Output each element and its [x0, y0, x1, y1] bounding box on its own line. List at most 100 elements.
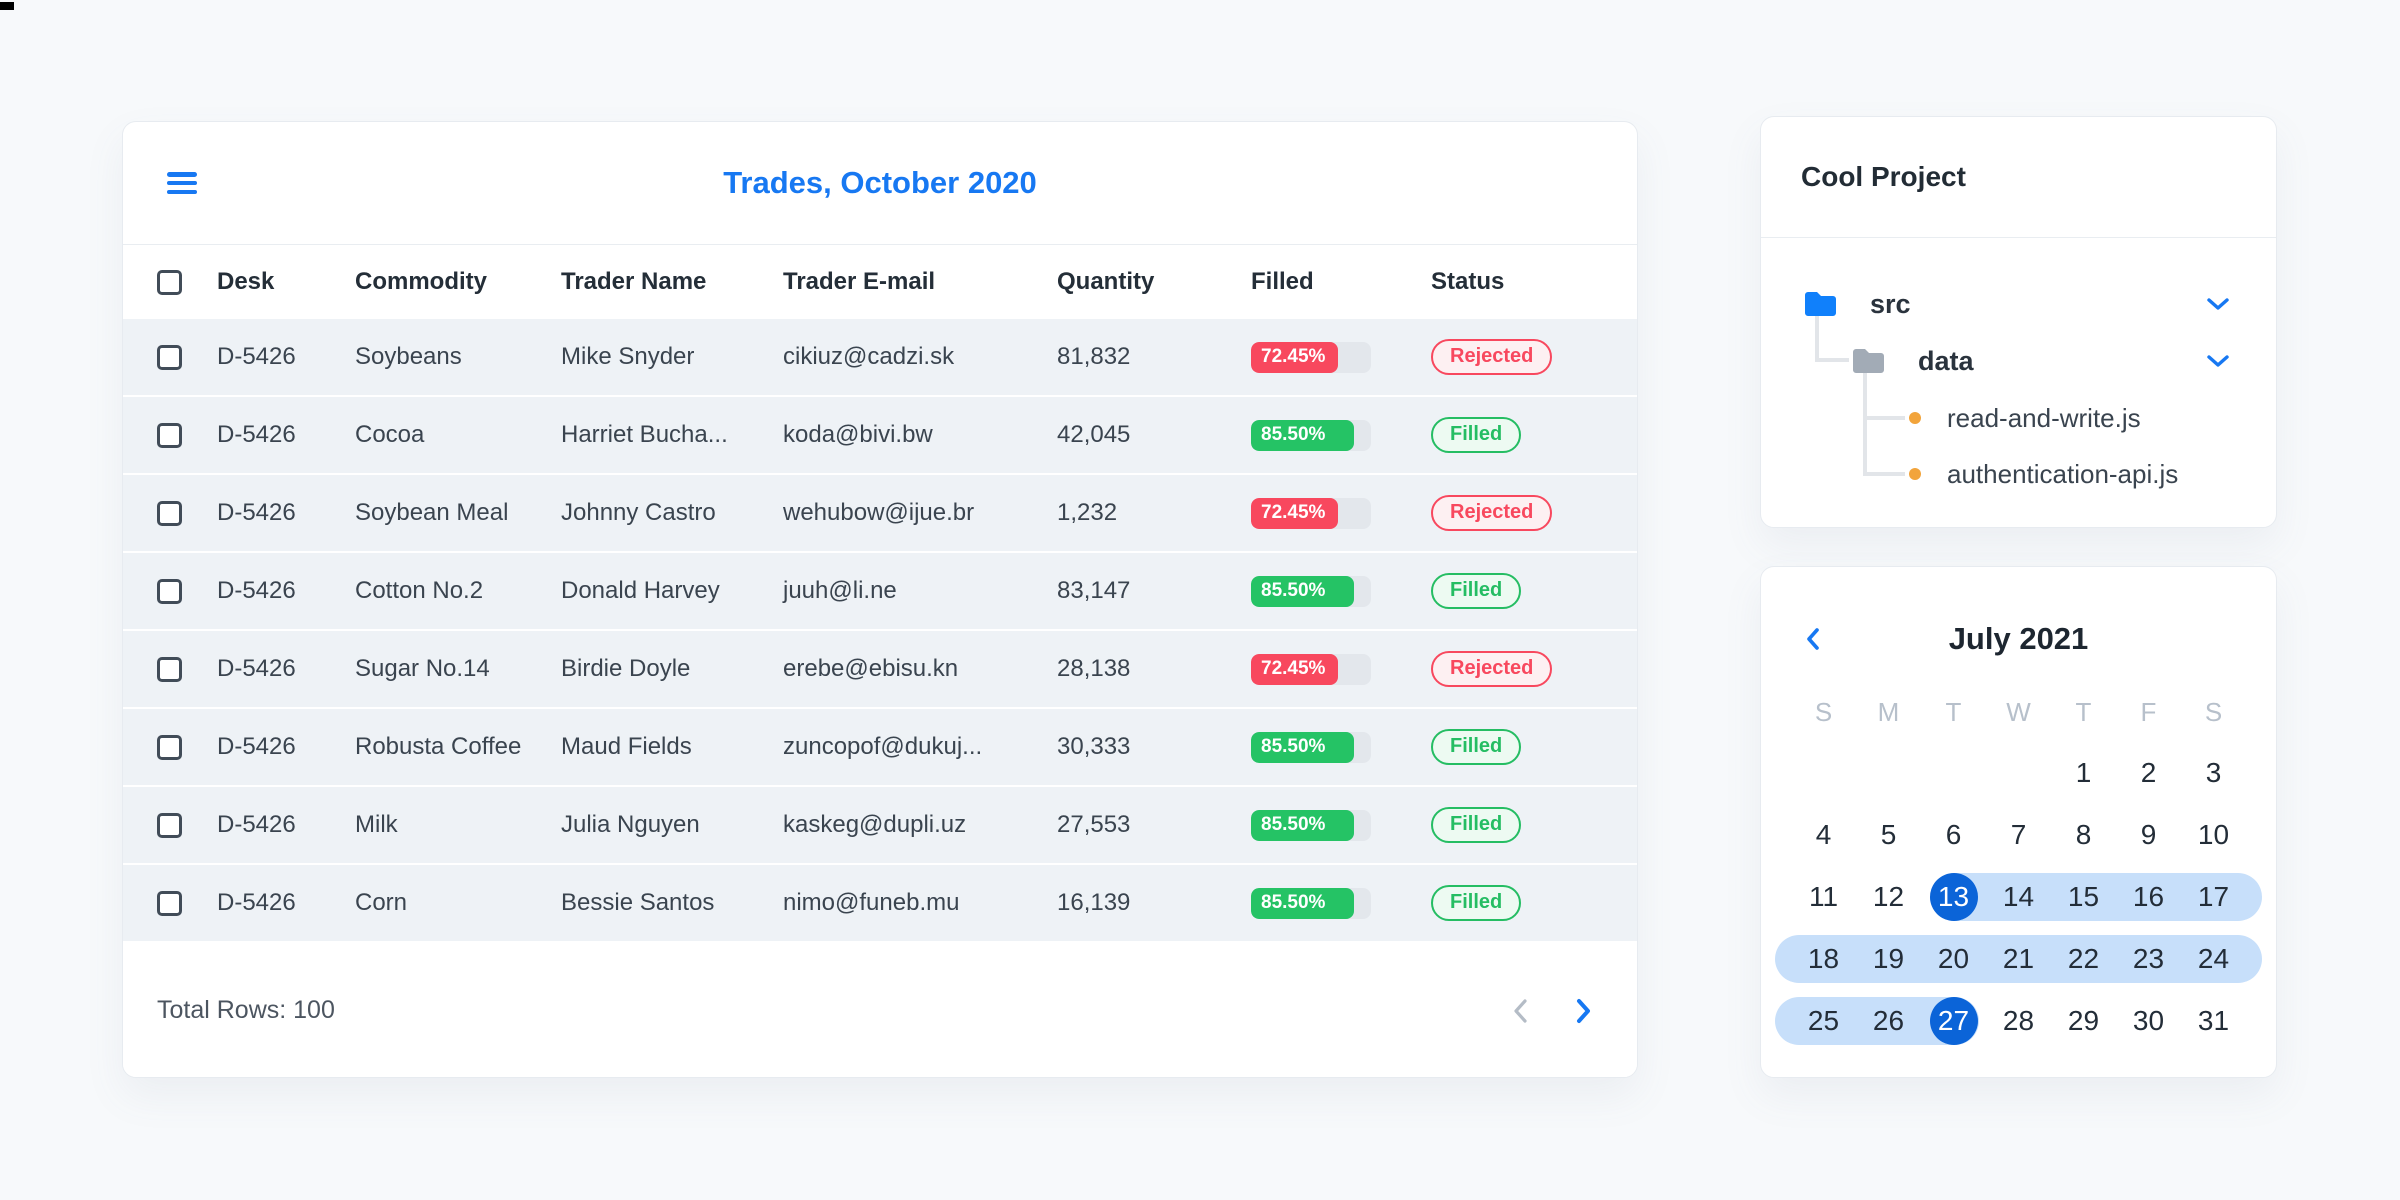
- cell-desk: D-5426: [217, 889, 296, 916]
- file-name: authentication-api.js: [1947, 458, 2179, 489]
- cell-commodity: Robusta Coffee: [355, 733, 522, 760]
- filled-percent: 85.50%: [1261, 736, 1326, 757]
- dow-label: T: [2075, 697, 2092, 727]
- calendar-grid: 1 2 3 4 5 6 7 8 9 10 11 12 13 14 15 16 1…: [1775, 742, 2262, 1052]
- calendar-day[interactable]: 18: [1807, 943, 1840, 974]
- row-checkbox[interactable]: [157, 656, 182, 682]
- row-checkbox[interactable]: [157, 578, 182, 604]
- calendar-day[interactable]: 24: [2197, 943, 2230, 974]
- row-checkbox[interactable]: [157, 344, 182, 370]
- calendar-day[interactable]: 1: [2075, 757, 2092, 788]
- row-checkbox[interactable]: [157, 734, 182, 760]
- calendar-card: July 2021 S M T W T F S 1 2 3 4 5 6 7 8 …: [1760, 566, 2277, 1078]
- status-badge: Rejected: [1431, 339, 1553, 375]
- column-header-filled: Filled: [1251, 268, 1314, 295]
- cell-commodity: Soybean Meal: [355, 499, 509, 526]
- calendar-day[interactable]: 4: [1815, 819, 1832, 850]
- tree-item-file[interactable]: read-and-write.js: [1909, 396, 2276, 440]
- calendar-day[interactable]: 20: [1937, 943, 1970, 974]
- tree-item-label: data: [1918, 345, 1974, 376]
- calendar-day[interactable]: 11: [1808, 881, 1839, 912]
- cell-desk: D-5426: [217, 811, 296, 838]
- select-all-checkbox[interactable]: [157, 269, 182, 295]
- tree-item-data[interactable]: data: [1761, 339, 2276, 383]
- calendar-day[interactable]: 29: [2067, 1005, 2100, 1036]
- prev-page-chevron-left-icon[interactable]: [1507, 998, 1533, 1024]
- calendar-day[interactable]: 8: [2075, 819, 2092, 850]
- row-checkbox[interactable]: [157, 812, 182, 838]
- cell-desk: D-5426: [217, 343, 296, 370]
- previous-month-chevron-left-icon[interactable]: [1805, 627, 1820, 651]
- filled-progress-bar: 85.50%: [1251, 731, 1371, 763]
- chevron-down-icon[interactable]: [2206, 297, 2230, 311]
- status-badge: Filled: [1431, 573, 1522, 609]
- file-dot-icon: [1909, 468, 1921, 480]
- tree-connector: [1863, 416, 1905, 420]
- cell-trader-name: Bessie Santos: [561, 889, 715, 916]
- cell-trader-email: erebe@ebisu.kn: [783, 655, 959, 682]
- status-badge: Filled: [1431, 729, 1522, 765]
- cell-trader-email: koda@bivi.bw: [783, 421, 933, 448]
- cell-quantity: 16,139: [1057, 889, 1131, 916]
- calendar-day[interactable]: 15: [2067, 881, 2100, 912]
- cell-trader-name: Harriet Bucha...: [561, 421, 728, 448]
- folder-icon: [1805, 292, 1836, 316]
- filled-progress-bar: 85.50%: [1251, 887, 1371, 919]
- calendar-week: 4 5 6 7 8 9 10: [1791, 804, 2246, 866]
- calendar-day-range-end[interactable]: 27: [1937, 1005, 1970, 1036]
- cell-commodity: Soybeans: [355, 343, 462, 370]
- filled-progress-bar: 72.45%: [1251, 653, 1371, 685]
- cell-desk: D-5426: [217, 577, 296, 604]
- row-checkbox[interactable]: [157, 890, 182, 916]
- cell-trader-email: cikiuz@cadzi.sk: [783, 343, 955, 370]
- status-badge: Filled: [1431, 417, 1522, 453]
- calendar-day[interactable]: 28: [2002, 1005, 2035, 1036]
- cell-trader-name: Johnny Castro: [561, 499, 716, 526]
- calendar-day[interactable]: 22: [2067, 943, 2100, 974]
- calendar-day[interactable]: 5: [1880, 819, 1897, 850]
- calendar-day[interactable]: 17: [2197, 881, 2230, 912]
- project-title: Cool Project: [1801, 161, 1966, 192]
- calendar-day[interactable]: 26: [1872, 1005, 1905, 1036]
- calendar-day[interactable]: 25: [1807, 1005, 1840, 1036]
- calendar-day[interactable]: 3: [2205, 757, 2222, 788]
- tree-item-file[interactable]: authentication-api.js: [1909, 452, 2276, 496]
- calendar-day[interactable]: 14: [2002, 881, 2035, 912]
- row-checkbox[interactable]: [157, 422, 182, 448]
- cell-trader-name: Donald Harvey: [561, 577, 720, 604]
- filled-progress-bar: 85.50%: [1251, 809, 1371, 841]
- table-row: D-5426 Soybeans Mike Snyder cikiuz@cadzi…: [123, 319, 1637, 397]
- table-row: D-5426 Sugar No.14 Birdie Doyle erebe@eb…: [123, 631, 1637, 709]
- table-row: D-5426 Cotton No.2 Donald Harvey juuh@li…: [123, 553, 1637, 631]
- filled-percent: 85.50%: [1261, 814, 1326, 835]
- calendar-day[interactable]: 21: [2002, 943, 2035, 974]
- calendar-day[interactable]: 30: [2132, 1005, 2165, 1036]
- calendar-day[interactable]: 31: [2197, 1005, 2230, 1036]
- hamburger-menu-icon[interactable]: [167, 172, 197, 194]
- tree-connector: [1815, 313, 1819, 362]
- cell-trader-name: Birdie Doyle: [561, 655, 691, 682]
- calendar-week: 1 2 3: [1791, 742, 2246, 804]
- calendar-day[interactable]: 16: [2132, 881, 2165, 912]
- calendar-day[interactable]: 23: [2132, 943, 2165, 974]
- calendar-day[interactable]: 2: [2140, 757, 2157, 788]
- calendar-day[interactable]: 7: [2010, 819, 2027, 850]
- calendar-day[interactable]: 19: [1872, 943, 1905, 974]
- row-checkbox[interactable]: [157, 500, 182, 526]
- tree-item-src[interactable]: src: [1761, 282, 2276, 326]
- calendar-day-range-start[interactable]: 13: [1937, 881, 1970, 912]
- dow-label: S: [2204, 697, 2223, 727]
- calendar-day[interactable]: 6: [1945, 819, 1962, 850]
- status-badge: Filled: [1431, 885, 1522, 921]
- status-badge: Rejected: [1431, 495, 1553, 531]
- next-page-chevron-right-icon[interactable]: [1571, 998, 1597, 1024]
- calendar-day[interactable]: 12: [1872, 881, 1905, 912]
- calendar-day[interactable]: 9: [2140, 819, 2157, 850]
- calendar-week: 18 19 20 21 22 23 24: [1775, 928, 2262, 990]
- cell-quantity: 30,333: [1057, 733, 1131, 760]
- trades-card-header: Trades, October 2020: [123, 122, 1637, 245]
- chevron-down-icon[interactable]: [2206, 354, 2230, 368]
- calendar-day[interactable]: 10: [2197, 819, 2230, 850]
- table-footer: Total Rows: 100: [123, 943, 1637, 1077]
- cell-trader-email: kaskeg@dupli.uz: [783, 811, 967, 838]
